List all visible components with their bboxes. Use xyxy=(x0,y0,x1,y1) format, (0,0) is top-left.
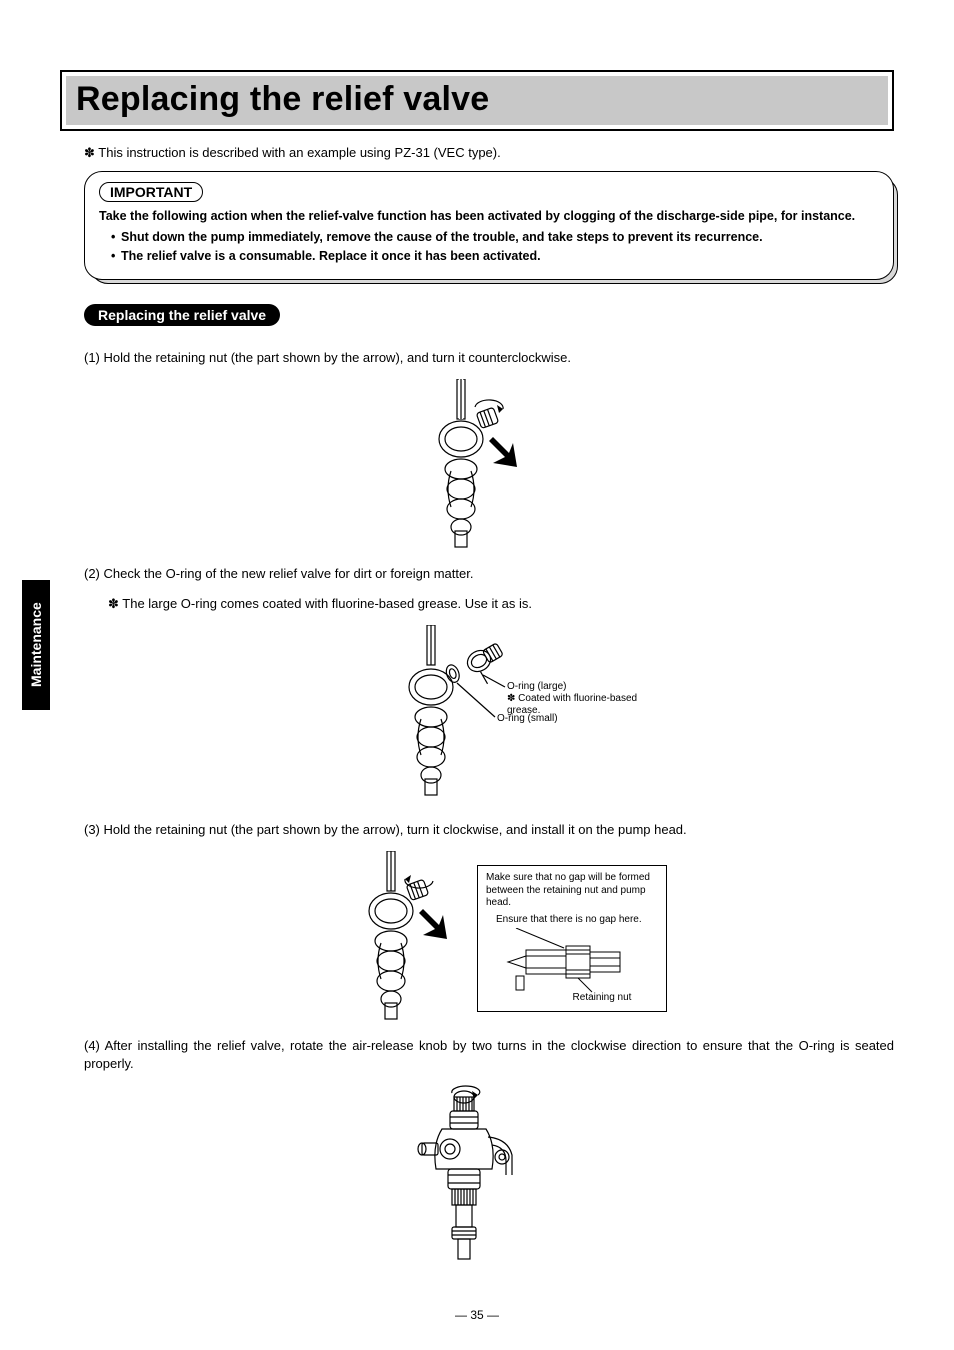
step-2-text: (2) Check the O-ring of the new relief v… xyxy=(84,565,894,583)
step-2-note: ✽ The large O-ring comes coated with flu… xyxy=(108,596,894,612)
important-bullet-1: Shut down the pump immediately, remove t… xyxy=(111,229,879,246)
figure-4 xyxy=(60,1085,894,1265)
step-1-text: (1) Hold the retaining nut (the part sho… xyxy=(84,349,894,367)
fig2-oring-small: O-ring (small) xyxy=(497,713,558,724)
figure-1 xyxy=(60,379,894,549)
page-title: Replacing the relief valve xyxy=(76,80,878,119)
important-bullet-2: The relief valve is a consumable. Replac… xyxy=(111,248,879,265)
figure-2: O-ring (large) ✽ Coated with fluorine-ba… xyxy=(297,625,657,805)
page-number: — 35 — xyxy=(0,1308,954,1322)
title-box: Replacing the relief valve xyxy=(60,70,894,131)
step-4-text: (4) After installing the relief valve, r… xyxy=(84,1037,894,1072)
side-tab-maintenance: Maintenance xyxy=(22,580,50,710)
important-box: IMPORTANT Take the following action when… xyxy=(84,171,894,280)
fig3-box-line2: Ensure that there is no gap here. xyxy=(496,914,658,927)
important-label: IMPORTANT xyxy=(99,182,203,202)
intro-note: ✽ This instruction is described with an … xyxy=(84,145,894,161)
figure-3: Make sure that no gap will be formed bet… xyxy=(247,851,707,1021)
fig3-box-line1: Make sure that no gap will be formed bet… xyxy=(486,872,658,910)
fig3-retaining-label: Retaining nut xyxy=(546,992,658,1005)
fig2-oring-large: O-ring (large) xyxy=(507,681,566,692)
step-3-text: (3) Hold the retaining nut (the part sho… xyxy=(84,821,894,839)
important-lead: Take the following action when the relie… xyxy=(99,208,879,225)
section-pill: Replacing the relief valve xyxy=(84,304,280,326)
